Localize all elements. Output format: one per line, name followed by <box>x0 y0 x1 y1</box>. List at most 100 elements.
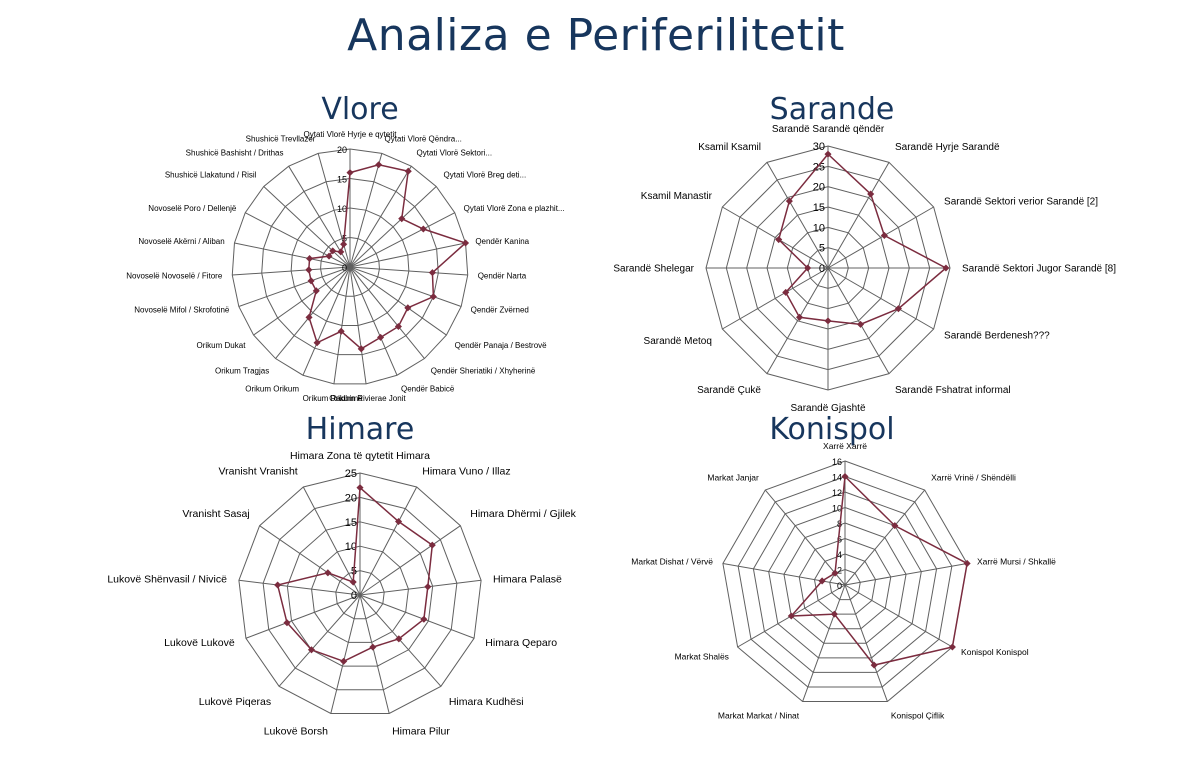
tick-label: 20 <box>813 182 825 194</box>
data-point <box>880 231 888 240</box>
tick-label: 25 <box>345 468 357 480</box>
category-label: Sarandë Sektori verior Sarandë [2] <box>944 197 1098 208</box>
grid-spoke <box>359 486 418 596</box>
grid-ring <box>768 506 922 659</box>
data-point <box>891 522 899 530</box>
grid-spoke <box>766 267 829 374</box>
grid-ring <box>290 207 410 326</box>
grid-spoke <box>722 267 829 330</box>
chart-title-himare: Himare <box>305 412 415 447</box>
chart-title-vlore: Vlore <box>321 92 399 127</box>
tick-label: 15 <box>813 202 825 214</box>
grid-spoke <box>359 594 390 714</box>
grid-ring <box>286 521 434 667</box>
grid-spoke <box>844 584 953 648</box>
grid-spoke <box>349 266 425 359</box>
category-label: Shushicë Llakatund / Risil <box>165 171 257 180</box>
grid-spoke <box>359 594 475 639</box>
category-label: Himara Zona të qytetit Himara <box>290 450 430 462</box>
grid-spoke <box>766 162 829 269</box>
category-label: Qendër Panaja / Bestrovë <box>455 341 548 350</box>
category-label: Qendër Narta <box>478 272 527 281</box>
tick-label: 5 <box>819 243 825 255</box>
data-point <box>785 197 793 205</box>
data-point <box>313 339 321 347</box>
category-label: Novoselë Mifol / Skrofotinë <box>134 306 230 315</box>
series-line <box>308 163 467 350</box>
category-label: Ksamil Ksamil <box>698 142 761 153</box>
category-label: Novoselë Novoselë / Fitore <box>126 272 223 281</box>
grid-spoke <box>827 206 934 269</box>
data-point <box>337 248 345 256</box>
grid-ring <box>752 491 938 673</box>
data-point <box>428 269 436 277</box>
category-label: Markat Markat / Ninat <box>718 711 800 721</box>
category-label: Xarrë Xarrë <box>823 441 867 451</box>
grid-spoke <box>302 486 361 596</box>
grid-spoke <box>349 266 462 307</box>
category-label: Sarandë Hyrje Sarandë <box>895 142 1000 153</box>
data-point <box>948 643 956 651</box>
data-point <box>404 167 412 175</box>
category-label: Sarandë Fshatrat informal <box>895 385 1011 396</box>
grid-spoke <box>844 562 968 586</box>
category-label: Sarandë Sektori Jugor Sarandë [8] <box>962 264 1116 275</box>
data-point <box>346 169 354 177</box>
grid-spoke <box>827 267 890 374</box>
grid-spoke <box>844 584 888 702</box>
category-label: Xarrë Mursi / Shkallë <box>977 557 1056 567</box>
grid-spoke <box>349 266 367 384</box>
data-point <box>349 578 357 586</box>
category-label: Lukovë Lukovë <box>164 637 235 649</box>
tick-label: 16 <box>832 457 842 467</box>
grid-spoke <box>234 242 351 268</box>
grid-spoke <box>244 212 351 268</box>
category-label: Orikum Rivierae Jonit <box>329 394 406 403</box>
grid-spoke <box>232 266 351 276</box>
grid-ring <box>261 177 439 356</box>
category-label: Qytati Vlorë Hyrje e qytetit <box>304 130 398 139</box>
data-point <box>942 264 950 272</box>
data-point <box>283 619 291 627</box>
data-point <box>337 327 345 335</box>
category-label: Vranisht Sasaj <box>182 508 249 520</box>
category-label: Himara Dhërmi / Gjilek <box>470 508 576 520</box>
grid-spoke <box>330 594 361 714</box>
category-label: Lukovë Piqeras <box>199 696 271 708</box>
grid-spoke <box>245 594 361 639</box>
data-point <box>395 635 403 643</box>
category-label: Novoselë Poro / Dellenjë <box>148 204 237 213</box>
grid-ring <box>238 472 482 714</box>
data-point <box>795 313 804 321</box>
category-label: Qendër Kanina <box>475 237 529 246</box>
grid-spoke <box>238 266 351 307</box>
grid-spoke <box>802 584 846 702</box>
data-point <box>329 247 337 255</box>
category-label: Himara Qeparo <box>485 637 557 649</box>
data-point <box>305 266 313 274</box>
data-point <box>870 661 878 669</box>
data-point <box>429 293 437 301</box>
category-label: Himara Kudhësi <box>449 696 524 708</box>
grid-spoke <box>359 579 482 596</box>
tick-label: 14 <box>832 473 842 483</box>
data-point <box>419 225 427 233</box>
grid-ring <box>737 475 953 688</box>
category-label: Ksamil Manastir <box>641 191 713 202</box>
data-point <box>340 657 348 665</box>
category-label: Konispol Çiflik <box>891 711 945 721</box>
grid-spoke <box>722 206 829 269</box>
data-point <box>424 583 432 591</box>
series-line <box>276 486 434 663</box>
data-point <box>963 559 971 568</box>
category-label: Sarandë Berdenesh??? <box>944 331 1050 342</box>
category-label: Novoselë Akërni / Aliban <box>138 237 224 246</box>
tick-label: 10 <box>832 504 842 514</box>
page-title: Analiza e Periferilitetit <box>347 10 845 61</box>
grid-ring <box>813 553 877 615</box>
grid-ring <box>783 522 907 644</box>
grid-spoke <box>275 266 351 359</box>
category-label: Orikum Radhimë <box>303 394 364 403</box>
